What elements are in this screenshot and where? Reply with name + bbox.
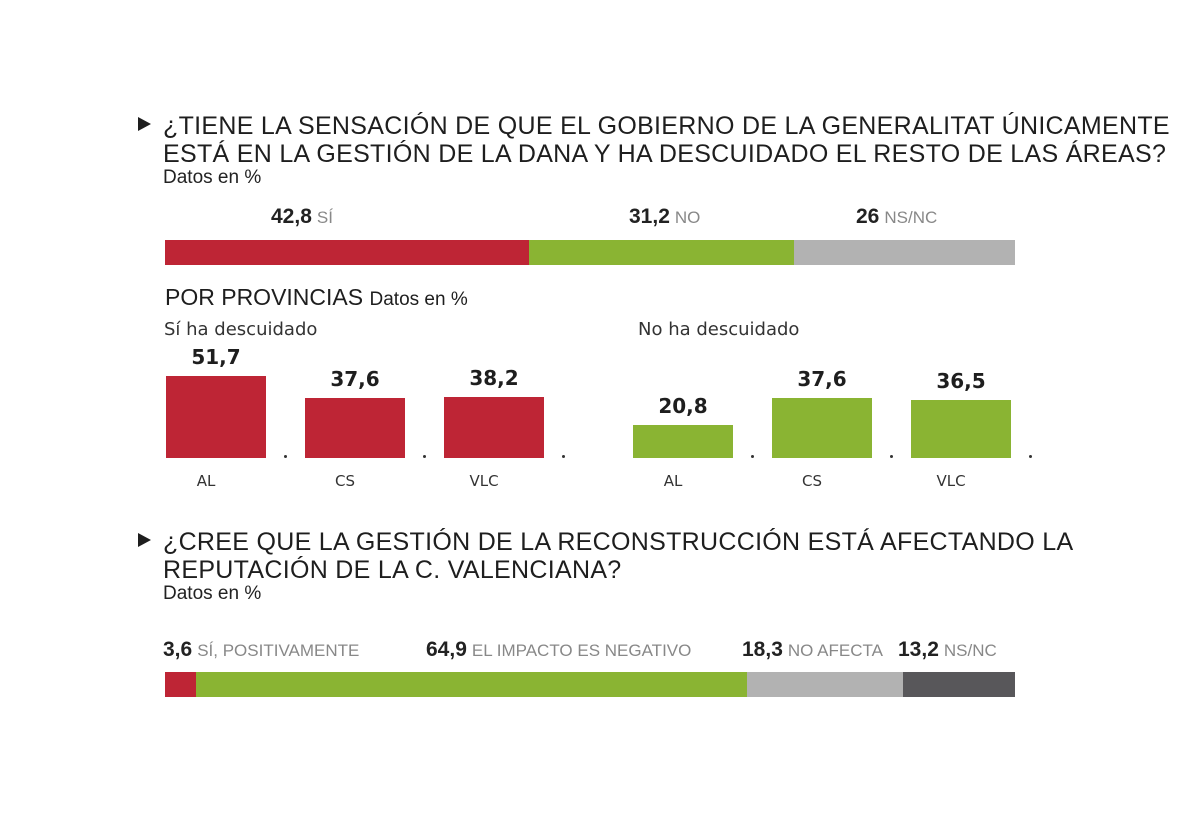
- question-2-title: ¿CREE QUE LA GESTIÓN DE LA RECONSTRUCCIÓ…: [138, 528, 1073, 584]
- stack-bar-2: [165, 672, 1015, 697]
- group-label-no: No ha descuidado: [638, 319, 800, 340]
- segment-label: 64,9 EL IMPACTO ES NEGATIVO: [426, 638, 691, 662]
- bar-si-vlc: [444, 397, 544, 458]
- segment-category: EL IMPACTO ES NEGATIVO: [471, 641, 692, 660]
- segment-category: NS/NC: [884, 208, 938, 227]
- triangle-bullet-icon: [138, 117, 151, 131]
- segment-sí-positivamente: [165, 672, 196, 697]
- bar-no-cs: [772, 398, 872, 458]
- separator-dot: [284, 455, 287, 458]
- question-2-line-1: ¿CREE QUE LA GESTIÓN DE LA RECONSTRUCCIÓ…: [163, 528, 1074, 556]
- question-1-title: ¿TIENE LA SENSACIÓN DE QUE EL GOBIERNO D…: [138, 112, 1170, 168]
- question-2-line-2: REPUTACIÓN DE LA C. VALENCIANA?: [163, 556, 622, 584]
- segment-no: [528, 240, 794, 265]
- segment-ns-nc: [902, 672, 1015, 697]
- segment-category: NS/NC: [943, 641, 997, 660]
- question-2-subtitle: Datos en %: [163, 583, 262, 604]
- separator-dot: [1029, 455, 1032, 458]
- segment-label: 13,2 NS/NC: [898, 638, 997, 662]
- bar-no-vlc: [911, 399, 1011, 458]
- segment-value: 13,2: [898, 638, 939, 661]
- segment-label: 42,8 SÍ: [271, 205, 333, 229]
- segment-category: SÍ: [316, 208, 333, 227]
- category-label: AL: [196, 472, 216, 490]
- bar-value-label: 36,5: [936, 368, 986, 393]
- bar-si-al: [166, 375, 266, 458]
- provinces-title-text: POR PROVINCIAS: [165, 284, 364, 310]
- question-1-line-2: ESTÁ EN LA GESTIÓN DE LA DANA Y HA DESCU…: [163, 140, 1167, 168]
- stack-bar-1: [165, 240, 1015, 265]
- separator-dot: [423, 455, 426, 458]
- segment-category: NO AFECTA: [787, 641, 883, 660]
- category-label: VLC: [469, 472, 499, 490]
- provinces-title: POR PROVINCIAS Datos en %: [165, 284, 468, 311]
- segment-value: 31,2: [629, 205, 670, 228]
- segment-label: 26 NS/NC: [856, 205, 937, 229]
- segment-label: 18,3 NO AFECTA: [742, 638, 883, 662]
- bar-no-al: [633, 424, 733, 458]
- group-label-si: Sí ha descuidado: [164, 319, 318, 340]
- category-label: CS: [802, 472, 822, 490]
- segment-value: 18,3: [742, 638, 783, 661]
- segment-label: 31,2 NO: [629, 205, 700, 229]
- bar-si-cs: [305, 398, 405, 458]
- bar-value-label: 38,2: [469, 366, 519, 391]
- separator-dot: [562, 455, 565, 458]
- bar-value-label: 37,6: [797, 367, 847, 392]
- bar-value-label: 37,6: [330, 367, 380, 392]
- segment-el-impacto-es-negativo: [195, 672, 748, 697]
- question-1-subtitle: Datos en %: [163, 167, 262, 188]
- bar-value-label: 51,7: [191, 344, 241, 369]
- segment-value: 3,6: [163, 638, 193, 661]
- segment-category: SÍ, POSITIVAMENTE: [197, 641, 360, 660]
- question-1-line-1: ¿TIENE LA SENSACIÓN DE QUE EL GOBIERNO D…: [163, 112, 1170, 140]
- segment-value: 42,8: [271, 205, 312, 228]
- segment-category: NO: [674, 208, 701, 227]
- category-label: VLC: [936, 472, 966, 490]
- segment-no-afecta: [747, 672, 903, 697]
- triangle-bullet-icon: [138, 533, 151, 547]
- bar-value-label: 20,8: [658, 393, 708, 418]
- segment-value: 26: [856, 205, 880, 228]
- separator-dot: [890, 455, 893, 458]
- category-label: CS: [335, 472, 355, 490]
- separator-dot: [751, 455, 754, 458]
- provinces-subtitle: Datos en %: [369, 289, 468, 310]
- segment-label: 3,6 SÍ, POSITIVAMENTE: [163, 638, 359, 662]
- category-label: AL: [663, 472, 683, 490]
- segment-ns-nc: [793, 240, 1015, 265]
- segment-sí: [165, 240, 529, 265]
- segment-value: 64,9: [426, 638, 467, 661]
